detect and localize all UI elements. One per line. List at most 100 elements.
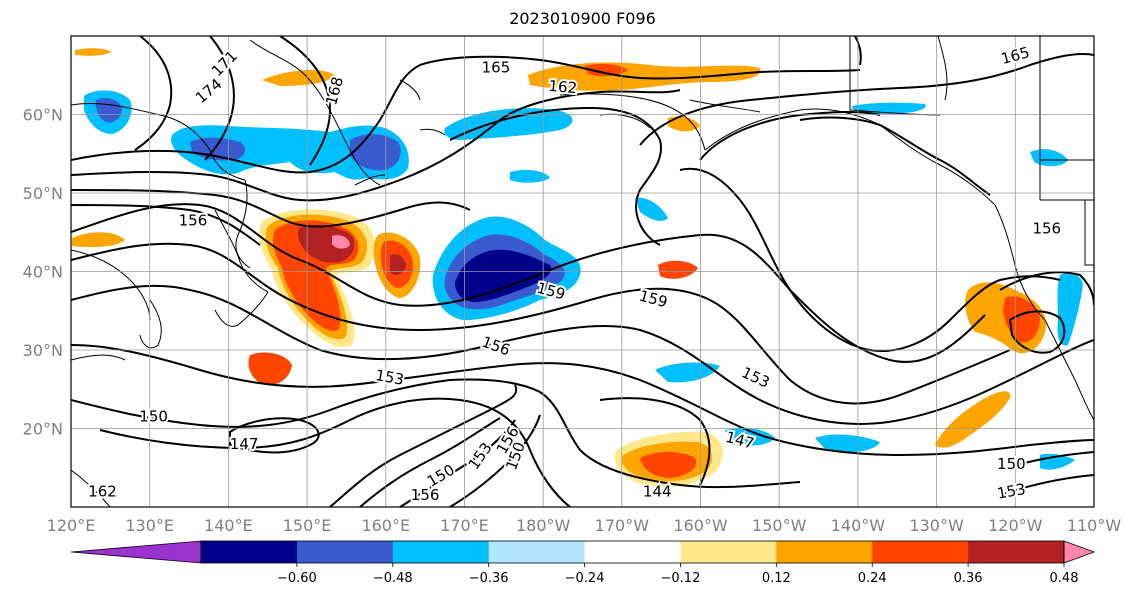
contour-line <box>71 344 1094 457</box>
colorbar-segment <box>296 541 394 563</box>
shading-blob <box>444 108 573 140</box>
contour-line <box>599 397 711 486</box>
lon-tick-label: 150°E <box>283 516 332 535</box>
lon-tick-label: 110°W <box>1067 516 1122 535</box>
shading-blob <box>585 63 628 77</box>
lon-tick-label: 150°W <box>752 516 807 535</box>
lon-tick-label: 140°E <box>204 516 253 535</box>
colorbar-segment <box>680 541 777 563</box>
colorbar-label: 0.24 <box>858 571 887 586</box>
coastline <box>689 99 761 113</box>
contour-line <box>204 36 235 161</box>
shading-blob <box>668 116 700 132</box>
colorbar-extend-high <box>1063 540 1096 564</box>
contour-line <box>854 36 862 66</box>
lon-tick-label: 130°W <box>909 516 964 535</box>
contour-line <box>799 116 991 196</box>
coastline <box>849 109 941 116</box>
coastline <box>1044 319 1094 421</box>
colorbar-segment <box>776 541 873 563</box>
contour-label: 165 <box>482 58 511 76</box>
contour-line <box>99 397 571 507</box>
coastline <box>71 249 151 321</box>
colorbar-extend-low <box>70 540 202 564</box>
contour-line <box>999 271 1094 306</box>
colorbar-label: 0.36 <box>954 571 983 586</box>
axis-labels: 120°E 130°E 140°E 150°E 160°E 170°E 180°W 170°W… <box>23 106 1122 536</box>
colorbar-label: −0.12 <box>661 571 701 586</box>
colorbar-label: −0.24 <box>565 571 605 586</box>
lat-tick-label: 50°N <box>23 184 63 203</box>
lat-tick-label: 40°N <box>23 263 63 282</box>
shading-blob <box>332 235 350 249</box>
contour-label: 144 <box>643 482 672 500</box>
coastline <box>214 291 269 327</box>
colorbar-segment <box>488 541 586 563</box>
colorbar-segment <box>872 541 969 563</box>
contour-label: 147 <box>230 435 259 453</box>
contour-line <box>329 384 518 507</box>
colorbar-label: 0.48 <box>1050 571 1079 586</box>
colorbar-segment <box>968 541 1065 563</box>
contour-line <box>71 203 986 363</box>
contour-line <box>399 419 516 507</box>
shading-blob <box>248 352 292 386</box>
contour-label: 156 <box>411 486 440 504</box>
coastline <box>879 124 996 206</box>
lat-tick-label: 20°N <box>23 420 63 439</box>
colorbar-label: 0.12 <box>762 571 791 586</box>
shading-blob <box>297 225 355 263</box>
contour-line <box>71 378 801 489</box>
shading-blob <box>635 197 668 221</box>
colorbar-segment <box>201 541 298 563</box>
shading-blob <box>640 452 697 478</box>
lon-tick-label: 120°W <box>988 516 1043 535</box>
contour-label: 156 <box>1032 219 1061 237</box>
shading-blob <box>72 232 125 248</box>
contour-label: 162 <box>548 77 578 97</box>
coastline <box>559 93 706 151</box>
lon-tick-label: 170°W <box>595 516 650 535</box>
lon-tick-label: 160°E <box>361 516 410 535</box>
plot-title: 2023010900 F096 <box>509 9 656 28</box>
colorbar-segment <box>392 541 490 563</box>
coastline <box>354 174 386 186</box>
shading-blob <box>935 391 1011 448</box>
shaded-field <box>72 48 1083 488</box>
coastline <box>214 209 269 293</box>
contour-label: 156 <box>179 211 208 229</box>
lon-tick-label: 140°W <box>831 516 886 535</box>
shading-blob <box>655 362 720 383</box>
coastline <box>399 79 421 101</box>
colorbar: −0.60 −0.48 −0.36 −0.24 −0.12 0.12 0.24 0.36 0.4… <box>70 540 1096 586</box>
contour-line <box>71 284 1094 425</box>
coastline <box>139 299 162 349</box>
colorbar-label: −0.36 <box>469 571 509 586</box>
coastline <box>71 469 111 507</box>
contour-line <box>449 414 541 507</box>
contour-line <box>71 242 1011 405</box>
shading-blob <box>171 125 409 180</box>
colorbar-label: −0.60 <box>277 571 317 586</box>
contour-line <box>699 110 881 161</box>
shading-blob <box>815 434 880 453</box>
contour-line <box>71 89 681 202</box>
contour-line <box>1008 310 1066 354</box>
coastline <box>249 39 381 186</box>
colorbar-segment <box>584 541 681 563</box>
coastline <box>1084 200 1094 266</box>
coastline <box>71 354 126 361</box>
contour-line <box>999 451 1094 471</box>
map-frame <box>70 35 1095 508</box>
shading-blob <box>658 260 698 279</box>
colorbar-frame <box>200 540 1065 564</box>
coastline <box>71 102 246 181</box>
contour-line <box>359 417 501 507</box>
lon-tick-label: 170°E <box>440 516 489 535</box>
shading-blob <box>262 69 335 86</box>
contour-label: 150 <box>997 455 1026 473</box>
shading-blob <box>510 170 550 183</box>
lon-tick-label: 180°W <box>516 516 571 535</box>
